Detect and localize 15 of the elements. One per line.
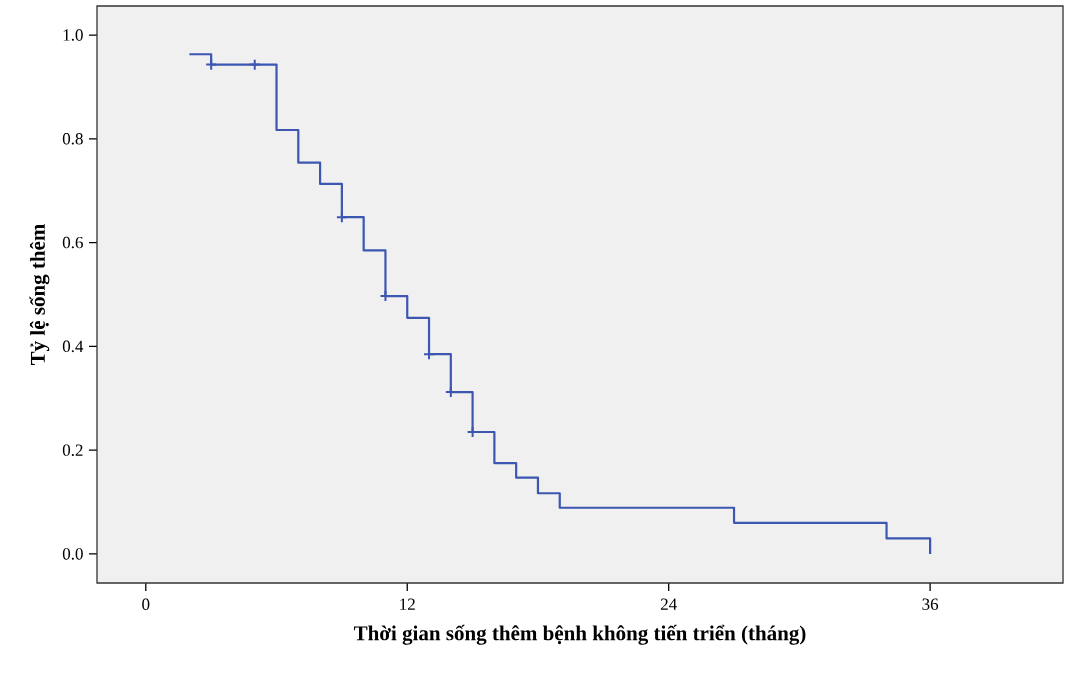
- x-tick-label: 12: [400, 598, 415, 610]
- x-tick-label: 36: [922, 598, 939, 610]
- x-tick-label: 24: [660, 598, 677, 610]
- y-tick-label: 0.4: [62, 340, 84, 353]
- x-axis-title: Thời gian sống thêm bệnh không tiến triển (tháng): [353, 624, 806, 645]
- y-axis-title: Tỷ lệ sống thêm: [29, 223, 50, 366]
- point: [205, 58, 218, 71]
- point: [335, 211, 348, 224]
- y-tick-label: 0.8: [62, 133, 83, 145]
- point: [248, 58, 261, 71]
- y-tick-label: 1.0: [63, 29, 83, 41]
- x-tick-label: 0: [142, 598, 150, 611]
- y-tick-label: 0.2: [62, 444, 83, 456]
- y-tick-label: 0.0: [62, 548, 83, 560]
- y-tick-label: 0.6: [62, 236, 83, 249]
